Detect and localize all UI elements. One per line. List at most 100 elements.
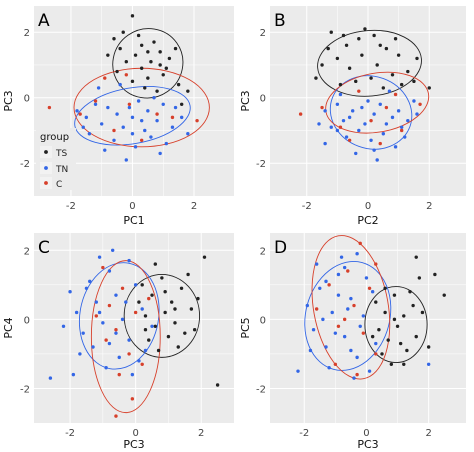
point-tn — [71, 372, 76, 377]
x-tick-label: 2 — [191, 201, 197, 212]
point-tn — [97, 255, 102, 259]
point-ts — [390, 73, 395, 77]
point-ts — [377, 328, 381, 332]
point-tn — [170, 125, 175, 129]
point-ts — [383, 310, 387, 315]
point-tn — [333, 331, 338, 335]
point-ts — [372, 33, 376, 38]
point-ts — [155, 89, 159, 93]
y-tick-label: -2 — [256, 159, 266, 170]
point-tn — [311, 328, 316, 332]
point-ts — [414, 334, 418, 339]
point-ts — [137, 300, 141, 304]
point-ts — [426, 345, 431, 349]
point-c — [358, 241, 362, 246]
point-tn — [106, 105, 110, 110]
point-c — [170, 115, 175, 120]
point-ts — [398, 341, 403, 346]
point-ts — [164, 66, 169, 70]
point-c — [418, 102, 422, 106]
panel-c-xlabel: PC3 — [123, 438, 144, 451]
panel-c-points — [48, 248, 220, 418]
point-ts — [173, 307, 177, 311]
panel-b-ticklabels: -2 0 2 -2 0 2 — [256, 28, 432, 212]
point-tn — [104, 366, 108, 370]
point-ts — [326, 46, 330, 51]
point-ts — [140, 283, 144, 287]
y-tick-label: -2 — [20, 384, 30, 395]
point-tn — [164, 141, 169, 146]
point-ts — [156, 348, 161, 353]
point-tn — [381, 132, 386, 136]
point-c — [93, 99, 98, 103]
point-tn — [74, 310, 79, 315]
panel-a-points — [47, 14, 199, 162]
point-ts — [374, 300, 378, 304]
point-c — [384, 105, 389, 110]
point-tn — [387, 89, 392, 93]
point-ts — [417, 276, 422, 280]
y-tick-label: 0 — [260, 94, 266, 105]
point-tn — [136, 99, 141, 103]
point-tn — [101, 321, 105, 325]
point-ts — [344, 43, 349, 48]
point-tn — [390, 115, 395, 120]
point-c — [101, 265, 105, 270]
point-ts — [389, 362, 394, 366]
panel-b-xlabel: PC2 — [357, 214, 378, 227]
point-tn — [130, 372, 135, 377]
point-ts — [412, 79, 416, 84]
point-ts — [161, 73, 165, 77]
point-c — [124, 73, 129, 77]
y-tick-label: 0 — [24, 315, 30, 326]
panel-d-background — [270, 233, 466, 423]
panel-a-ticklabels: -2 0 2 -2 0 2 — [20, 28, 197, 212]
point-tn — [352, 376, 356, 380]
point-tn — [139, 118, 144, 123]
point-ts — [415, 56, 419, 61]
point-ts — [402, 362, 406, 366]
point-ts — [149, 59, 153, 64]
point-ts — [139, 43, 144, 48]
point-c — [298, 112, 303, 116]
point-c — [107, 303, 112, 308]
legend-label-tn: TN — [55, 165, 68, 175]
point-ts — [130, 14, 135, 18]
point-ts — [375, 63, 379, 67]
point-tn — [335, 102, 340, 106]
point-tn — [143, 348, 148, 353]
point-c — [114, 414, 118, 418]
point-tn — [133, 283, 138, 287]
point-c — [155, 112, 159, 116]
point-c — [369, 118, 373, 123]
point-tn — [342, 265, 347, 270]
point-ts — [215, 383, 220, 387]
point-tn — [81, 125, 85, 129]
point-tn — [146, 109, 150, 113]
y-tick-label: -2 — [20, 159, 30, 170]
point-c — [117, 372, 121, 377]
legend-label-c: C — [56, 180, 62, 190]
point-ts — [395, 324, 400, 328]
point-ts — [179, 286, 184, 290]
panel-c-ylabel: PC4 — [2, 317, 15, 338]
x-tick-label: 2 — [425, 428, 431, 439]
point-tn — [369, 138, 373, 143]
point-ts — [147, 338, 151, 342]
point-tn — [396, 109, 401, 113]
point-tn — [347, 115, 352, 120]
point-ts — [370, 334, 375, 339]
ellipse-ts — [317, 29, 422, 97]
point-c — [314, 307, 319, 311]
point-c — [342, 317, 347, 322]
point-tn — [152, 96, 156, 100]
ellipse-c — [90, 260, 161, 414]
point-tn — [87, 132, 92, 136]
point-ts — [357, 37, 361, 41]
panel-a-ylabel: PC3 — [2, 90, 15, 111]
point-ts — [186, 272, 190, 277]
point-tn — [121, 125, 125, 129]
point-ts — [143, 314, 148, 318]
point-tn — [360, 105, 364, 110]
point-tn — [349, 348, 353, 353]
